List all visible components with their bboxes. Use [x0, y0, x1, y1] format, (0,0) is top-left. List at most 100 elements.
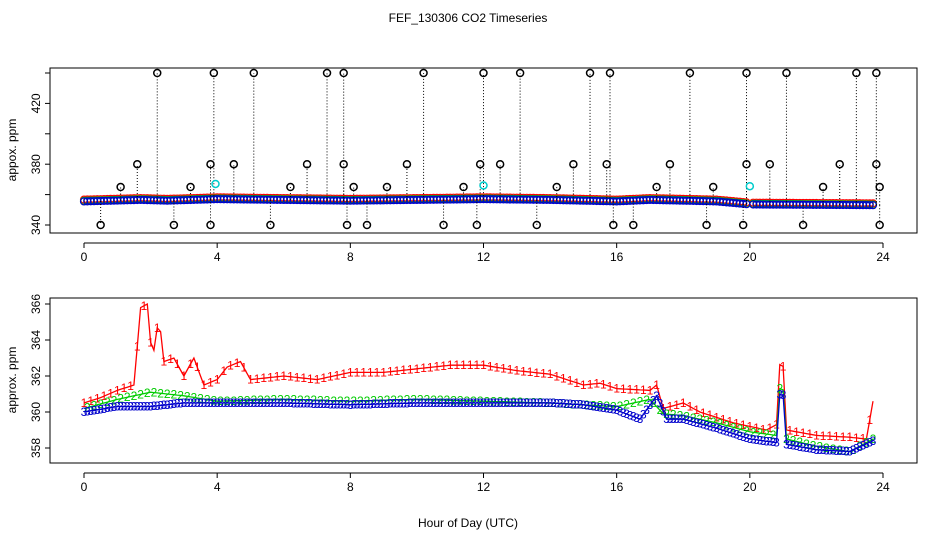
x-axis-label: Hour of Day (UTC) [418, 516, 518, 530]
bottom-marker-series3: 3 [317, 397, 324, 411]
bottom-marker-series3: 3 [350, 398, 357, 412]
bottom-marker-series3: 3 [830, 444, 837, 458]
bottom-marker-series1: 1 [487, 359, 494, 373]
bottom-marker-series3: 3 [843, 444, 850, 458]
bottom-marker-series2: 2 [430, 393, 437, 407]
bottom-y-tick-label: 366 [29, 294, 43, 314]
bottom-marker-series2: 2 [630, 396, 637, 410]
bottom-marker-series1: 1 [407, 363, 414, 377]
bottom-marker-series1: 1 [314, 373, 321, 387]
bottom-marker-series3: 3 [367, 397, 374, 411]
bottom-marker-series2: 2 [870, 432, 877, 446]
top-outlier-mid [765, 159, 775, 169]
bottom-marker-series1: 1 [800, 426, 807, 440]
bottom-marker-series3: 3 [597, 401, 604, 415]
bottom-marker-series3: 3 [573, 397, 580, 411]
bottom-marker-series2: 2 [184, 389, 191, 403]
bottom-marker-series3: 3 [420, 396, 427, 410]
top-outlier-high [152, 68, 162, 78]
bottom-marker-series3: 3 [310, 397, 317, 411]
bottom-marker-series1: 1 [294, 370, 301, 384]
top-outlier-low [96, 220, 105, 230]
bottom-marker-series3: 3 [91, 403, 98, 417]
bottom-marker-series3: 3 [354, 398, 361, 412]
bottom-marker-series3: 3 [497, 396, 504, 410]
bottom-marker-series3: 3 [184, 396, 191, 410]
bottom-x-tick-label: 24 [876, 480, 890, 494]
bottom-marker-series3: 3 [633, 411, 640, 425]
bottom-marker-series3: 3 [623, 407, 630, 421]
bottom-marker-series3: 3 [806, 442, 813, 456]
bottom-marker-series3: 3 [334, 397, 341, 411]
bottom-marker-series1: 1 [620, 382, 627, 396]
bottom-marker-series2: 2 [856, 439, 863, 453]
top-outlier-low [532, 220, 542, 230]
bottom-marker-series3: 3 [274, 396, 281, 410]
bottom-marker-series2: 2 [863, 436, 870, 450]
bottom-marker-series3: 3 [786, 438, 793, 452]
bottom-marker-series3: 3 [537, 396, 544, 410]
bottom-marker-series1: 1 [607, 379, 614, 393]
bottom-marker-series2: 2 [803, 437, 810, 451]
bottom-marker-series1: 1 [420, 361, 427, 375]
bottom-marker-series1: 1 [307, 372, 314, 386]
top-outlier-high [479, 68, 488, 78]
bottom-marker-series3: 3 [414, 396, 421, 410]
bottom-marker-series1: 1 [454, 358, 461, 372]
bottom-marker-series2: 2 [344, 394, 351, 408]
bottom-x-tick-label: 8 [347, 480, 354, 494]
top-outlier-low [609, 220, 618, 230]
bottom-marker-series2: 2 [763, 427, 770, 441]
bottom-marker-series2: 2 [264, 393, 271, 407]
bottom-marker-series1: 1 [247, 373, 254, 387]
chart-title: FEF_130306 CO2 Timeseries [389, 11, 548, 25]
bottom-marker-series3: 3 [417, 396, 424, 410]
bottom-marker-series1: 1 [540, 366, 547, 380]
bottom-marker-series3: 3 [523, 396, 530, 410]
bottom-marker-series3: 3 [863, 437, 870, 451]
bottom-marker-series1: 1 [161, 355, 168, 369]
top-outlier-small [552, 182, 561, 192]
bottom-marker-series3: 3 [743, 431, 750, 445]
bottom-line-series2 [83, 387, 874, 453]
bottom-marker-series3: 3 [337, 398, 344, 412]
bottom-marker-series3: 3 [840, 444, 847, 458]
bottom-marker-series3: 3 [434, 396, 441, 410]
bottom-marker-series2: 2 [137, 387, 144, 401]
bottom-marker-series1: 1 [274, 370, 281, 384]
bottom-marker-series3: 3 [647, 398, 654, 412]
bottom-y-tick-label: 364 [29, 330, 43, 350]
bottom-marker-series1: 1 [440, 359, 447, 373]
bottom-marker-series3: 3 [364, 397, 371, 411]
bottom-marker-series3: 3 [250, 396, 257, 410]
bottom-marker-series3: 3 [127, 400, 134, 414]
bottom-marker-series3: 3 [856, 440, 863, 454]
bottom-marker-series2: 2 [250, 393, 257, 407]
top-outlier-mid [229, 159, 239, 169]
bottom-marker-series2: 2 [277, 392, 284, 406]
top-outlier-high [322, 68, 332, 78]
bottom-marker-series3: 3 [683, 413, 690, 427]
bottom-marker-series3: 3 [374, 397, 381, 411]
bottom-marker-series2: 2 [503, 395, 510, 409]
bottom-marker-series2: 2 [670, 408, 677, 422]
top-point-series3 [865, 201, 874, 210]
bottom-marker-series3: 3 [487, 396, 494, 410]
bottom-marker-series3: 3 [397, 396, 404, 410]
bottom-marker-series3: 3 [164, 398, 171, 412]
bottom-marker-series2: 2 [723, 419, 730, 433]
bottom-marker-series1: 1 [746, 419, 753, 433]
top-outlier-mid [872, 159, 881, 169]
bottom-marker-series1: 1 [813, 428, 820, 442]
bottom-marker-series1: 1 [334, 368, 341, 382]
bottom-marker-series3: 3 [117, 400, 124, 414]
bottom-marker-series2: 2 [823, 441, 830, 455]
bottom-marker-series3: 3 [513, 396, 520, 410]
bottom-marker-series3: 3 [533, 396, 540, 410]
bottom-marker-series3: 3 [720, 423, 727, 437]
bottom-marker-series1: 1 [473, 358, 480, 372]
top-outlier-mid [569, 159, 578, 169]
bottom-marker-series3: 3 [473, 396, 480, 410]
bottom-marker-series3: 3 [820, 443, 827, 457]
bottom-marker-series1: 1 [107, 386, 114, 400]
